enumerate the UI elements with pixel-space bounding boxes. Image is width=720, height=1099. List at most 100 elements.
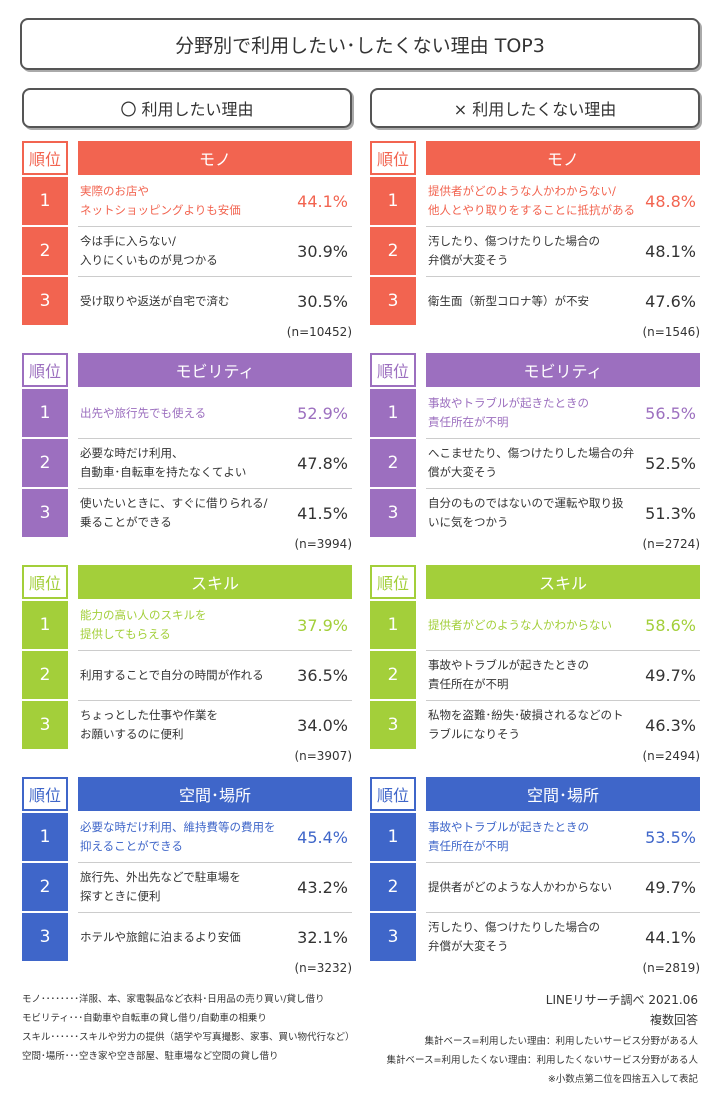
credit: 集計ベース=利用したい理由：利用したいサービス分野がある人 xyxy=(424,1036,699,1047)
reason-line: 私物を盗難･紛失･破損されるなどのト xyxy=(428,708,624,722)
percent: 47.6% xyxy=(645,291,696,311)
percent: 49.7% xyxy=(645,877,696,897)
reason: 実際のお店や ネットショッピングよりも安価 xyxy=(80,177,290,225)
rank: 3 xyxy=(22,701,68,749)
reason-line: ラブルになりそう xyxy=(428,727,520,741)
rank-label: 順位 xyxy=(22,565,68,599)
credit: 集計ベース=利用したくない理由：利用したくないサービス分野がある人 xyxy=(386,1055,699,1066)
reason: 事故やトラブルが起きたときの 責任所在が不明 xyxy=(428,813,638,861)
reason: 提供者がどのような人かわからない xyxy=(428,601,638,649)
percent: 44.1% xyxy=(645,927,696,947)
reason: 受け取りや返送が自宅で済む xyxy=(80,277,290,325)
category-header: 空間･場所 xyxy=(426,777,700,811)
reason-line: 責任所在が不明 xyxy=(428,677,509,691)
percent: 56.5% xyxy=(645,403,696,423)
percent: 32.1% xyxy=(297,927,348,947)
reason: 利用することで自分の時間が作れる xyxy=(80,651,290,699)
reason: へこませたり、傷つけたりした場合の弁 償が大変そう xyxy=(428,439,638,487)
sample-size: (n=2724) xyxy=(642,537,700,551)
credit: LINEリサーチ調べ 2021.06 xyxy=(545,993,698,1007)
credit: ※小数点第二位を四捨五入して表記 xyxy=(547,1074,698,1085)
percent: 37.9% xyxy=(297,615,348,635)
rank-label: 順位 xyxy=(370,777,416,811)
row-divider xyxy=(426,438,700,439)
reason: 衛生面（新型コロナ等）が不安 xyxy=(428,277,638,325)
row-divider xyxy=(426,912,700,913)
reason: 私物を盗難･紛失･破損されるなどのト ラブルになりそう xyxy=(428,701,638,749)
reason-line: 汚したり、傷つけたりした場合の xyxy=(428,920,601,934)
rank: 1 xyxy=(22,601,68,649)
row-divider xyxy=(78,912,352,913)
reason-line: 入りにくいものが見つかる xyxy=(80,253,218,267)
reason-line: いに気をつかう xyxy=(428,515,509,529)
reason-line: 汚したり、傷つけたりした場合の xyxy=(428,234,601,248)
row-divider xyxy=(426,700,700,701)
rank: 1 xyxy=(370,389,416,437)
reason: 汚したり、傷つけたりした場合の 弁償が大変そう xyxy=(428,227,638,275)
reason-line: 実際のお店や xyxy=(80,184,149,198)
rank: 2 xyxy=(370,863,416,911)
category-header: 空間･場所 xyxy=(78,777,352,811)
reason-line: 事故やトラブルが起きたときの xyxy=(428,396,589,410)
reason-line: 今は手に入らない/ xyxy=(80,234,176,248)
category-header: モノ xyxy=(78,141,352,175)
reason-line: 責任所在が不明 xyxy=(428,415,509,429)
percent: 43.2% xyxy=(297,877,348,897)
rank-label: 順位 xyxy=(370,565,416,599)
column-heading: 〇 利用したい理由 xyxy=(22,88,352,128)
reason-line: 受け取りや返送が自宅で済む xyxy=(80,293,230,308)
reason-line: 事故やトラブルが起きたときの xyxy=(428,658,589,672)
rank-label: 順位 xyxy=(370,141,416,175)
sample-size: (n=3907) xyxy=(294,749,352,763)
reason: 事故やトラブルが起きたときの 責任所在が不明 xyxy=(428,651,638,699)
rank: 1 xyxy=(370,177,416,225)
reason: 提供者がどのような人かわからない xyxy=(428,863,638,911)
rank: 1 xyxy=(22,389,68,437)
percent: 30.9% xyxy=(297,241,348,261)
title: 分野別で利用したい･したくない理由 TOP3 xyxy=(20,18,700,70)
percent: 52.5% xyxy=(645,453,696,473)
percent: 46.3% xyxy=(645,715,696,735)
reason-line: 出先や旅行先でも使える xyxy=(80,405,207,420)
reason-line: ホテルや旅館に泊まるより安価 xyxy=(80,929,241,944)
reason-line: ちょっとした仕事や作業を xyxy=(80,708,218,722)
reason: 出先や旅行先でも使える xyxy=(80,389,290,437)
rank: 1 xyxy=(370,601,416,649)
reason: 今は手に入らない/入りにくいものが見つかる xyxy=(80,227,290,275)
row-divider xyxy=(426,862,700,863)
reason: 自分のものではないので運転や取り扱 いに気をつかう xyxy=(428,489,638,537)
reason: 汚したり、傷つけたりした場合の 弁償が大変そう xyxy=(428,913,638,961)
reason: ちょっとした仕事や作業を お願いするのに便利 xyxy=(80,701,290,749)
reason-line: 能力の高い人のスキルを xyxy=(80,608,207,622)
rank-label: 順位 xyxy=(22,141,68,175)
row-divider xyxy=(426,488,700,489)
note: モビリティ･･･自動車や自転車の貸し借り/自動車の相乗り xyxy=(22,1013,267,1024)
percent: 48.8% xyxy=(645,191,696,211)
percent: 45.4% xyxy=(297,827,348,847)
row-divider xyxy=(78,276,352,277)
rank: 2 xyxy=(22,651,68,699)
reason-line: 提供者がどのような人かわからない xyxy=(428,879,612,894)
reason-line: 自動車･自転車を持たなくてよい xyxy=(80,465,247,479)
rank: 2 xyxy=(370,651,416,699)
sample-size: (n=2819) xyxy=(642,961,700,975)
row-divider xyxy=(78,650,352,651)
rank: 2 xyxy=(22,439,68,487)
reason-line: 探すときに便利 xyxy=(80,889,161,903)
percent: 52.9% xyxy=(297,403,348,423)
category-header: モビリティ xyxy=(426,353,700,387)
sample-size: (n=1546) xyxy=(642,325,700,339)
row-divider xyxy=(78,226,352,227)
row-divider xyxy=(78,700,352,701)
row-divider xyxy=(78,488,352,489)
reason-line: 衛生面（新型コロナ等）が不安 xyxy=(428,293,589,308)
rank: 3 xyxy=(22,913,68,961)
rank-label: 順位 xyxy=(22,777,68,811)
rank: 3 xyxy=(370,489,416,537)
reason: ホテルや旅館に泊まるより安価 xyxy=(80,913,290,961)
row-divider xyxy=(78,438,352,439)
category-header: モノ xyxy=(426,141,700,175)
rank-label: 順位 xyxy=(22,353,68,387)
reason: 事故やトラブルが起きたときの 責任所在が不明 xyxy=(428,389,638,437)
